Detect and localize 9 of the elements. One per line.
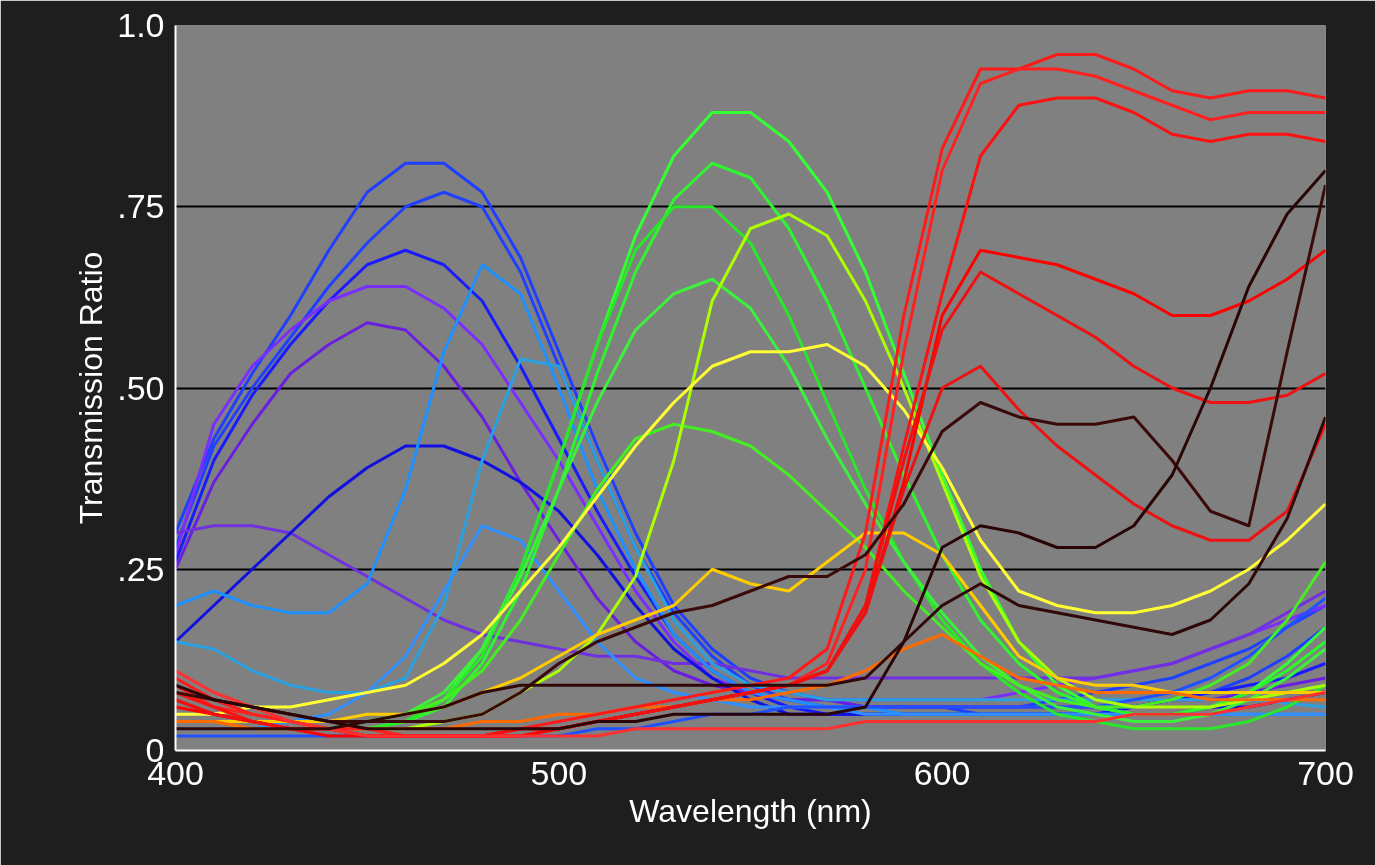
x-axis-title: Wavelength (nm) — [629, 792, 872, 829]
y-tick-label: 1.0 — [117, 6, 165, 44]
y-axis-title: Transmission Ratio — [73, 251, 110, 525]
y-tick-label: .75 — [117, 187, 165, 226]
x-tick-label: 500 — [530, 753, 588, 792]
x-tick-label: 600 — [913, 753, 971, 792]
y-tick-label: .25 — [117, 549, 165, 588]
y-tick-label: .50 — [117, 368, 165, 407]
x-tick-label: 700 — [1297, 753, 1354, 792]
